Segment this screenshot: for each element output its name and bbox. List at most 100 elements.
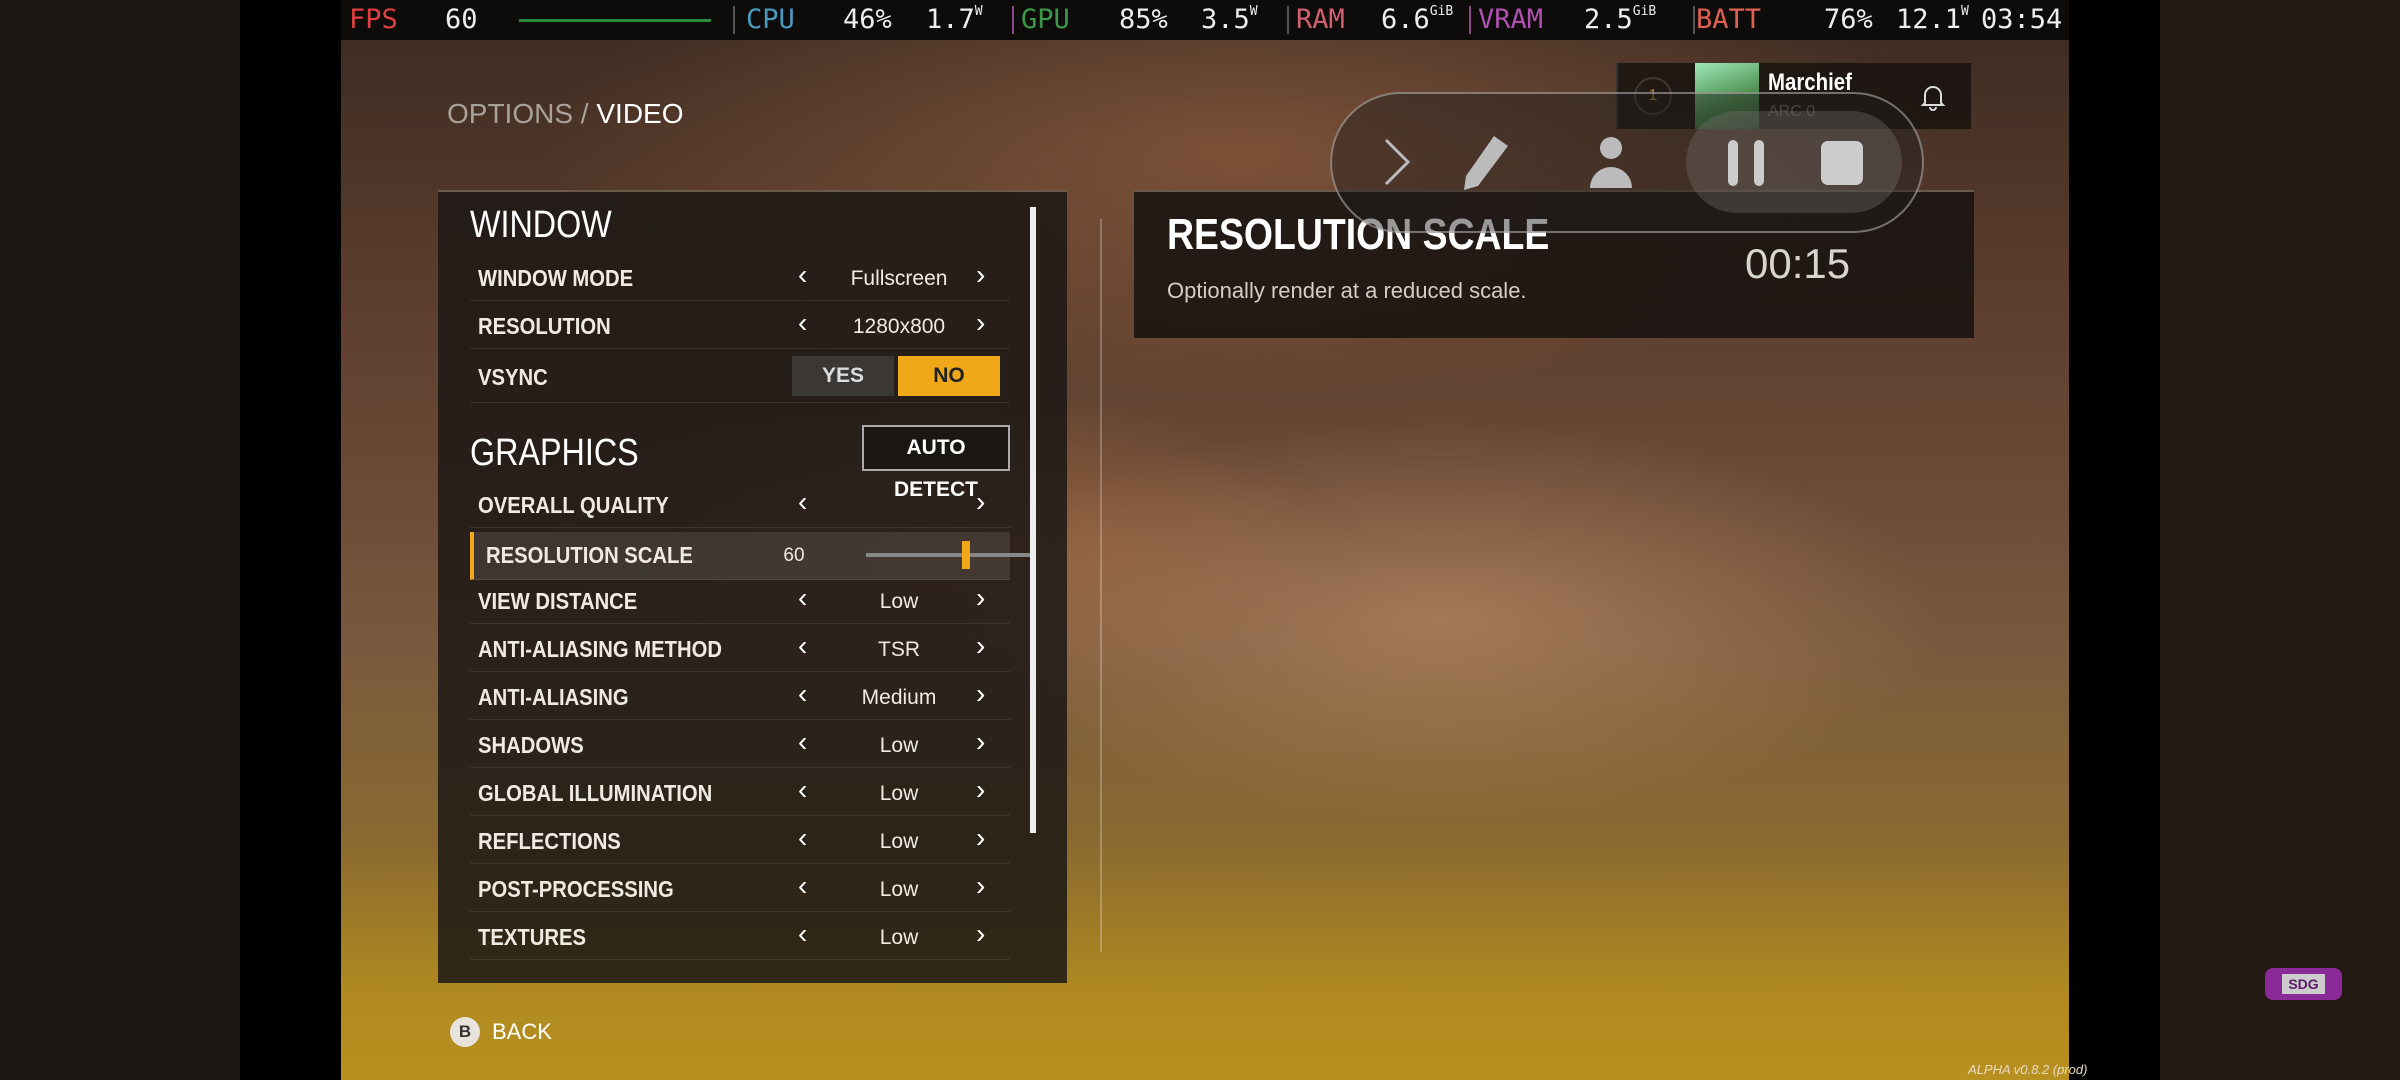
gpu-pct: 85% [1119, 4, 1168, 35]
chevron-left-icon[interactable]: ‹ [798, 486, 808, 517]
profile-name: Marchief [1768, 69, 1852, 96]
profile-sub: ARC 0 [1768, 103, 1816, 120]
setting-shadows[interactable]: SHADOWS ‹ Low › [470, 724, 1010, 768]
setting-resolution-scale[interactable]: RESOLUTION SCALE 60 [470, 532, 1032, 580]
chevron-right-icon[interactable]: › [976, 726, 986, 757]
vsync-yes-button[interactable]: YES [792, 356, 894, 396]
slider-thumb[interactable] [961, 541, 970, 569]
version-label: ALPHA v0.8.2 (prod) [1968, 1062, 2088, 1077]
letterbox-right-black [2069, 0, 2160, 1080]
vram-value: 2.5GiB [1584, 4, 1657, 35]
avatar [1695, 63, 1759, 129]
back-label: BACK [492, 1019, 552, 1044]
breadcrumb-separator: / [580, 98, 589, 129]
bell-icon[interactable] [1920, 83, 1946, 111]
vram-label: VRAM [1478, 4, 1544, 35]
breadcrumb-parent[interactable]: OPTIONS [447, 98, 574, 129]
chevron-right-icon[interactable]: › [976, 774, 986, 805]
chevron-right-icon[interactable]: › [976, 630, 986, 661]
pause-icon[interactable] [1728, 140, 1764, 186]
resolution-scale-slider[interactable] [866, 541, 1032, 569]
chevron-right-icon[interactable] [1382, 136, 1412, 188]
setting-resolution[interactable]: RESOLUTION ‹ 1280x800 › [470, 305, 1010, 349]
vsync-no-button[interactable]: NO [898, 356, 1000, 396]
ram-value: 6.6GiB [1381, 4, 1454, 35]
fps-label: FPS [349, 4, 398, 35]
chevron-left-icon[interactable]: ‹ [798, 582, 808, 613]
settings-panel: WINDOW WINDOW MODE ‹ Fullscreen › RESOLU… [438, 190, 1067, 983]
cpu-watts: 1.7W [926, 4, 983, 35]
frametime-graph [519, 19, 711, 22]
sdg-logo-text: SDG [2282, 974, 2325, 994]
setting-label: OVERALL QUALITY [478, 492, 669, 518]
person-icon[interactable] [1590, 136, 1632, 188]
auto-detect-button[interactable]: AUTO DETECT [862, 425, 1010, 501]
setting-view-distance[interactable]: VIEW DISTANCE ‹ Low › [470, 580, 1010, 624]
chevron-left-icon[interactable]: ‹ [798, 307, 808, 338]
setting-value: Low [879, 877, 919, 901]
letterbox-left [0, 0, 240, 1080]
setting-value: Low [879, 925, 919, 949]
setting-label: VIEW DISTANCE [478, 588, 638, 614]
setting-textures[interactable]: TEXTURES ‹ Low › [470, 916, 1010, 960]
stop-icon[interactable] [1821, 141, 1863, 185]
profile-card[interactable]: 1 Marchief ARC 0 [1616, 63, 1971, 129]
setting-value: TSR [878, 637, 920, 661]
setting-overall-quality[interactable]: OVERALL QUALITY ‹ › [470, 484, 1010, 528]
chevron-left-icon[interactable]: ‹ [798, 726, 808, 757]
divider [733, 6, 735, 34]
setting-value: Low [879, 589, 919, 613]
back-button[interactable]: B BACK [450, 1017, 552, 1047]
setting-global-illumination[interactable]: GLOBAL ILLUMINATION ‹ Low › [470, 772, 1010, 816]
setting-post-processing[interactable]: POST-PROCESSING ‹ Low › [470, 868, 1010, 912]
divider [1287, 6, 1289, 34]
chevron-left-icon[interactable]: ‹ [798, 774, 808, 805]
cpu-label: CPU [746, 4, 795, 35]
pencil-icon[interactable] [1458, 132, 1514, 192]
chevron-right-icon[interactable]: › [976, 259, 986, 290]
cpu-pct: 46% [843, 4, 892, 35]
chevron-left-icon[interactable]: ‹ [798, 678, 808, 709]
recording-timer: 00:15 [1745, 240, 1851, 287]
ram-label: RAM [1296, 4, 1345, 35]
divider [1469, 6, 1471, 34]
chevron-left-icon[interactable]: ‹ [798, 259, 808, 290]
setting-label: ANTI-ALIASING METHOD [478, 636, 722, 662]
batt-pct: 76% [1824, 4, 1873, 35]
divider [1012, 6, 1014, 34]
scrollbar[interactable] [1030, 207, 1036, 833]
setting-value: Low [879, 781, 919, 805]
letterbox-left-black [240, 0, 341, 1080]
chevron-right-icon[interactable]: › [976, 822, 986, 853]
chevron-right-icon[interactable]: › [976, 582, 986, 613]
setting-label: VSYNC [478, 364, 548, 390]
sdg-logo: SDG [2265, 968, 2342, 1000]
setting-anti-aliasing-method[interactable]: ANTI-ALIASING METHOD ‹ TSR › [470, 628, 1010, 672]
performance-overlay: FPS 60 CPU 46% 1.7W GPU 85% 3.5W RAM 6.6… [341, 0, 2069, 40]
chevron-left-icon[interactable]: ‹ [798, 630, 808, 661]
setting-label: WINDOW MODE [478, 265, 634, 291]
setting-value: Medium [861, 685, 937, 709]
divider [1100, 219, 1102, 952]
chevron-left-icon[interactable]: ‹ [798, 918, 808, 949]
b-button-icon: B [450, 1017, 480, 1047]
chevron-right-icon[interactable]: › [976, 486, 986, 517]
setting-label: RESOLUTION SCALE [486, 542, 693, 568]
section-title-graphics: GRAPHICS [470, 432, 639, 474]
description-panel: RESOLUTION SCALE Optionally render at a … [1134, 190, 1974, 338]
setting-label: REFLECTIONS [478, 828, 621, 854]
setting-vsync: VSYNC YES NO [470, 353, 1010, 403]
gpu-label: GPU [1021, 4, 1070, 35]
chevron-left-icon[interactable]: ‹ [798, 822, 808, 853]
fps-value: 60 [445, 4, 478, 35]
chevron-right-icon[interactable]: › [976, 918, 986, 949]
setting-label: SHADOWS [478, 732, 584, 758]
chevron-left-icon[interactable]: ‹ [798, 870, 808, 901]
setting-window-mode[interactable]: WINDOW MODE ‹ Fullscreen › [470, 257, 1010, 301]
chevron-right-icon[interactable]: › [976, 307, 986, 338]
chevron-right-icon[interactable]: › [976, 870, 986, 901]
batt-watts: 12.1W [1896, 4, 1969, 35]
setting-reflections[interactable]: REFLECTIONS ‹ Low › [470, 820, 1010, 864]
chevron-right-icon[interactable]: › [976, 678, 986, 709]
setting-anti-aliasing[interactable]: ANTI-ALIASING ‹ Medium › [470, 676, 1010, 720]
